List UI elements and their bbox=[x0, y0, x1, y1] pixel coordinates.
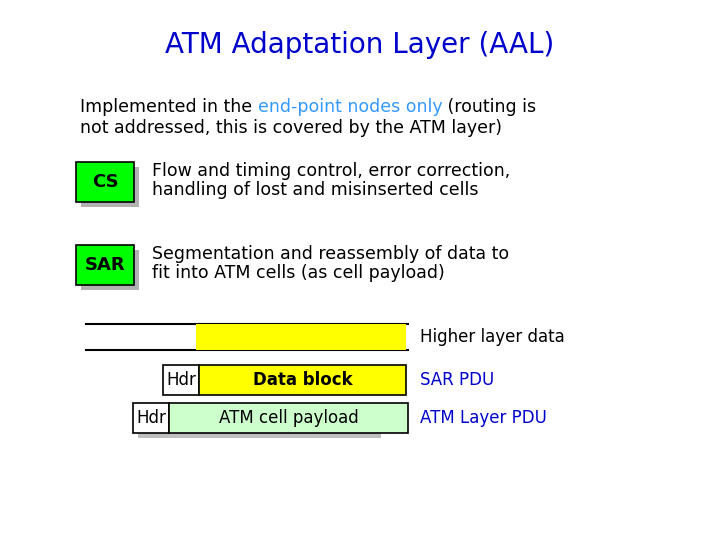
Text: Data block: Data block bbox=[253, 371, 352, 389]
Bar bbox=[81, 167, 139, 207]
Text: Higher layer data: Higher layer data bbox=[420, 328, 564, 346]
Bar bbox=[76, 162, 134, 202]
Text: ATM Layer PDU: ATM Layer PDU bbox=[420, 409, 547, 427]
Text: ATM cell payload: ATM cell payload bbox=[219, 409, 359, 427]
Text: (routing is: (routing is bbox=[442, 98, 536, 116]
Text: Hdr: Hdr bbox=[166, 371, 196, 389]
Text: end-point nodes only: end-point nodes only bbox=[258, 98, 442, 116]
Text: CS: CS bbox=[91, 173, 118, 191]
Bar bbox=[199, 365, 406, 395]
Text: Hdr: Hdr bbox=[136, 409, 166, 427]
Text: Segmentation and reassembly of data to: Segmentation and reassembly of data to bbox=[152, 245, 509, 263]
Bar bbox=[81, 250, 139, 290]
Bar bbox=[76, 245, 134, 285]
Text: not addressed, this is covered by the ATM layer): not addressed, this is covered by the AT… bbox=[80, 119, 502, 137]
Text: ATM Adaptation Layer (AAL): ATM Adaptation Layer (AAL) bbox=[166, 31, 554, 59]
Bar bbox=[169, 403, 408, 433]
Text: handling of lost and misinserted cells: handling of lost and misinserted cells bbox=[152, 181, 479, 199]
Text: fit into ATM cells (as cell payload): fit into ATM cells (as cell payload) bbox=[152, 264, 445, 282]
Bar bbox=[163, 365, 199, 395]
Bar bbox=[196, 324, 406, 350]
Text: Implemented in the: Implemented in the bbox=[80, 98, 258, 116]
Text: SAR PDU: SAR PDU bbox=[420, 371, 494, 389]
Bar bbox=[133, 403, 169, 433]
Bar bbox=[138, 408, 381, 438]
Text: Flow and timing control, error correction,: Flow and timing control, error correctio… bbox=[152, 162, 510, 180]
Text: SAR: SAR bbox=[85, 256, 125, 274]
